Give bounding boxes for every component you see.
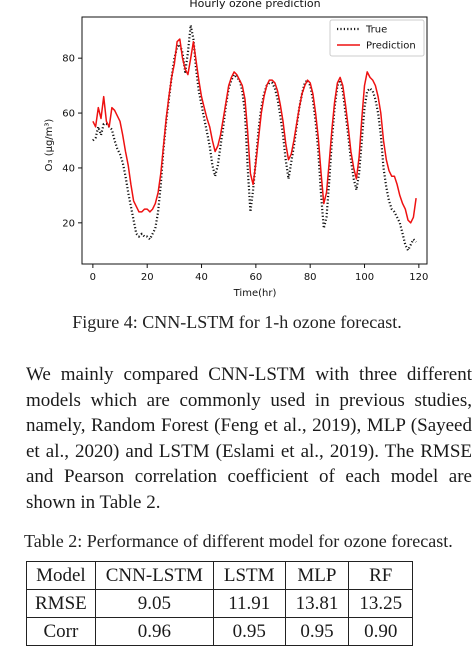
- y-axis: 20 40 60 80: [62, 54, 82, 229]
- table-header-cell: RF: [348, 561, 414, 590]
- table-header-cell: MLP: [284, 561, 350, 590]
- x-tick-label: 20: [141, 272, 154, 283]
- x-tick-label: 80: [304, 272, 317, 283]
- table-cell: 0.96: [94, 617, 214, 646]
- ozone-prediction-chart: Hourly ozone prediction 20 40 60 80 0 20 40 60…: [44, 0, 428, 299]
- x-tick-label: 100: [355, 272, 374, 283]
- table-row-label: RMSE: [26, 589, 96, 618]
- figure-caption: Figure 4: CNN-LSTM for 1-h ozone forecas…: [72, 312, 402, 332]
- series-line-true: [92, 24, 417, 252]
- y-tick-label: 60: [62, 109, 75, 120]
- series-layer: [92, 24, 417, 252]
- table-cell: 0.95: [212, 617, 286, 646]
- table-caption: Table 2: Performance of different model …: [24, 531, 453, 551]
- y-tick-label: 40: [62, 163, 75, 174]
- chart-title: Hourly ozone prediction: [189, 0, 320, 10]
- table-cell: 0.90: [348, 617, 414, 646]
- legend-box: [329, 19, 425, 57]
- x-tick-label: 120: [409, 272, 428, 283]
- table-cell: 11.91: [212, 589, 286, 618]
- y-tick-label: 20: [62, 218, 75, 229]
- legend-prediction-label: Prediction: [366, 41, 416, 52]
- table-cell: 13.81: [284, 589, 350, 618]
- x-tick-label: 0: [90, 272, 96, 283]
- legend-true-label: True: [365, 25, 387, 36]
- y-tick-label: 80: [62, 54, 75, 65]
- series-line-prediction: [92, 38, 417, 224]
- table-header-cell: Model: [26, 561, 96, 590]
- y-axis-label: O₃ (μg/m³): [44, 119, 55, 172]
- x-axis-label: Time(hr): [233, 288, 277, 299]
- table-cell: 9.05: [94, 589, 214, 618]
- table-row-label: Corr: [26, 617, 96, 646]
- table-header-row: Model CNN-LSTM LSTM MLP RF: [26, 561, 414, 590]
- table-row: RMSE 9.05 11.91 13.81 13.25: [26, 589, 414, 618]
- table-row: Corr 0.96 0.95 0.95 0.90: [26, 617, 414, 646]
- table-header-cell: LSTM: [212, 561, 286, 590]
- plot-frame: [81, 16, 428, 265]
- chart-legend: True Prediction: [329, 19, 425, 57]
- x-tick-label: 60: [249, 272, 262, 283]
- x-axis: 0 20 40 60 80 100 120: [90, 264, 428, 283]
- performance-table: Model CNN-LSTM LSTM MLP RF RMSE 9.05 11.…: [26, 561, 414, 646]
- x-tick-label: 40: [195, 272, 208, 283]
- body-paragraph: We mainly compared CNN-LSTM with three d…: [26, 364, 472, 513]
- table-cell: 13.25: [348, 589, 414, 618]
- table-cell: 0.95: [284, 617, 350, 646]
- table-header-cell: CNN-LSTM: [94, 561, 214, 590]
